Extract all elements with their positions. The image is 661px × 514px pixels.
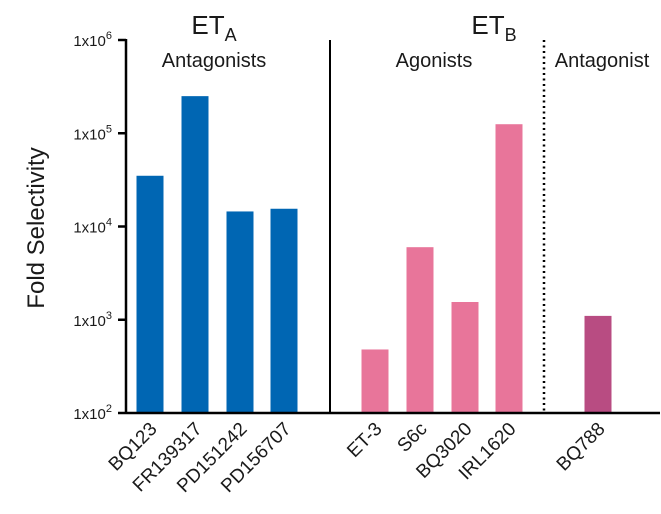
x-tick-label: ET-3	[343, 419, 386, 462]
group-subtitle-etb-agonists: Agonists	[396, 50, 473, 72]
y-axis-label: Fold Selectivity	[23, 147, 50, 308]
y-tick-label: 1x106	[73, 30, 112, 50]
bar-s6c	[406, 247, 434, 413]
y-tick-label: 1x103	[73, 310, 112, 330]
bar-irl1620	[495, 124, 523, 414]
group-title-etb: ETB	[471, 10, 516, 45]
bar-bq123	[136, 175, 164, 413]
bar-bq788	[584, 315, 612, 413]
x-tick-label: S6c	[394, 419, 432, 457]
x-tick-label: BQ788	[553, 419, 610, 476]
y-tick-label: 1x104	[73, 217, 112, 237]
bar-bq3020	[451, 302, 479, 413]
y-tick-label: 1x102	[73, 403, 112, 423]
group-subtitle-eta-antagonists: Antagonists	[162, 50, 267, 72]
bar-fr139317	[181, 96, 209, 414]
bar-pd151242	[226, 211, 254, 413]
y-tick-label: 1x105	[73, 123, 112, 143]
group-subtitle-etb-antagonist: Antagonist	[555, 50, 650, 72]
bar-et-3	[361, 349, 389, 413]
group-title-eta: ETA	[191, 10, 236, 45]
bar-pd156707	[270, 208, 298, 413]
